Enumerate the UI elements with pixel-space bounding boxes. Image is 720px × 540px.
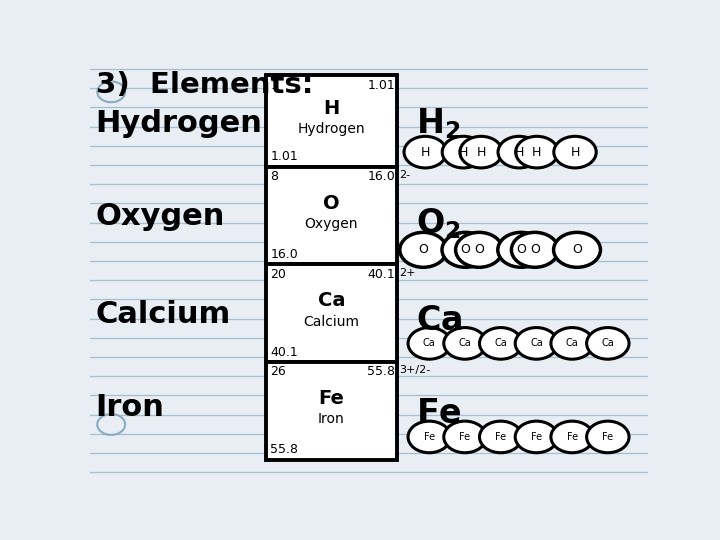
Text: Fe: Fe (495, 432, 506, 442)
Circle shape (460, 136, 503, 168)
Circle shape (554, 232, 600, 267)
Text: Fe: Fe (318, 389, 344, 408)
Text: Iron: Iron (96, 393, 164, 422)
Text: 3)  Elements:: 3) Elements: (96, 71, 313, 99)
Circle shape (442, 136, 485, 168)
Text: Oxygen: Oxygen (96, 202, 225, 231)
Circle shape (97, 414, 125, 435)
Circle shape (408, 328, 451, 359)
Text: Oxygen: Oxygen (305, 217, 358, 231)
Circle shape (554, 136, 596, 168)
Text: Ca: Ca (601, 339, 614, 348)
Text: H: H (459, 146, 468, 159)
Text: O: O (474, 244, 484, 256)
Text: 1.01: 1.01 (367, 78, 395, 91)
Text: 1: 1 (270, 78, 278, 91)
Text: Iron: Iron (318, 412, 345, 426)
Text: Ca: Ca (318, 291, 345, 310)
Circle shape (444, 421, 486, 453)
Text: Fe: Fe (602, 432, 613, 442)
Bar (266, 75, 397, 167)
Text: 40.1: 40.1 (270, 346, 298, 359)
Circle shape (587, 421, 629, 453)
Circle shape (516, 136, 558, 168)
Text: O: O (418, 244, 428, 256)
Text: Fe: Fe (531, 432, 542, 442)
Text: Fe: Fe (423, 432, 435, 442)
Circle shape (456, 232, 503, 267)
Text: 55.8: 55.8 (270, 443, 298, 456)
Bar (266, 362, 397, 460)
Bar (266, 265, 397, 362)
Text: Ca: Ca (459, 339, 472, 348)
Circle shape (408, 421, 451, 453)
Text: 3+/2-: 3+/2- (399, 366, 431, 375)
Text: Calcium: Calcium (96, 300, 231, 329)
Circle shape (444, 328, 486, 359)
Text: Ca: Ca (495, 339, 507, 348)
Text: 16.0: 16.0 (367, 170, 395, 183)
Circle shape (480, 421, 522, 453)
Text: Hydrogen: Hydrogen (96, 109, 263, 138)
Circle shape (498, 136, 541, 168)
Circle shape (498, 232, 544, 267)
Text: O: O (530, 244, 540, 256)
Circle shape (516, 328, 557, 359)
Text: O: O (516, 244, 526, 256)
Text: 8: 8 (270, 170, 278, 183)
Text: O: O (572, 244, 582, 256)
Text: $\mathbf{Fe}$: $\mathbf{Fe}$ (416, 397, 462, 430)
Circle shape (516, 421, 557, 453)
Text: 1.01: 1.01 (270, 150, 298, 163)
Text: Fe: Fe (567, 432, 577, 442)
Circle shape (551, 328, 593, 359)
Text: 55.8: 55.8 (367, 366, 395, 379)
Circle shape (480, 328, 522, 359)
Text: $\mathbf{H_2}$: $\mathbf{H_2}$ (416, 106, 461, 141)
Text: 40.1: 40.1 (367, 268, 395, 281)
Text: H: H (420, 146, 430, 159)
Text: 20: 20 (270, 268, 286, 281)
Text: Ca: Ca (566, 339, 578, 348)
Text: 26: 26 (270, 366, 286, 379)
Text: Calcium: Calcium (303, 315, 359, 328)
Text: $\mathbf{Ca}$: $\mathbf{Ca}$ (416, 304, 463, 337)
Text: $\mathbf{O_2}$: $\mathbf{O_2}$ (416, 206, 462, 241)
Text: O: O (461, 244, 470, 256)
Text: 16.0: 16.0 (270, 248, 298, 261)
Text: 2+: 2+ (399, 268, 415, 278)
Circle shape (551, 421, 593, 453)
Circle shape (442, 232, 489, 267)
Circle shape (587, 328, 629, 359)
Text: O: O (323, 193, 340, 213)
Text: H: H (477, 146, 486, 159)
Circle shape (511, 232, 558, 267)
Text: Ca: Ca (423, 339, 436, 348)
Circle shape (97, 82, 125, 102)
Text: Ca: Ca (530, 339, 543, 348)
Bar (266, 167, 397, 265)
Text: H: H (532, 146, 541, 159)
Text: 2-: 2- (399, 170, 410, 180)
Circle shape (400, 232, 446, 267)
Text: H: H (515, 146, 524, 159)
Text: H: H (570, 146, 580, 159)
Circle shape (404, 136, 446, 168)
Text: Hydrogen: Hydrogen (297, 122, 365, 136)
Text: Fe: Fe (459, 432, 471, 442)
Text: H: H (323, 99, 339, 118)
